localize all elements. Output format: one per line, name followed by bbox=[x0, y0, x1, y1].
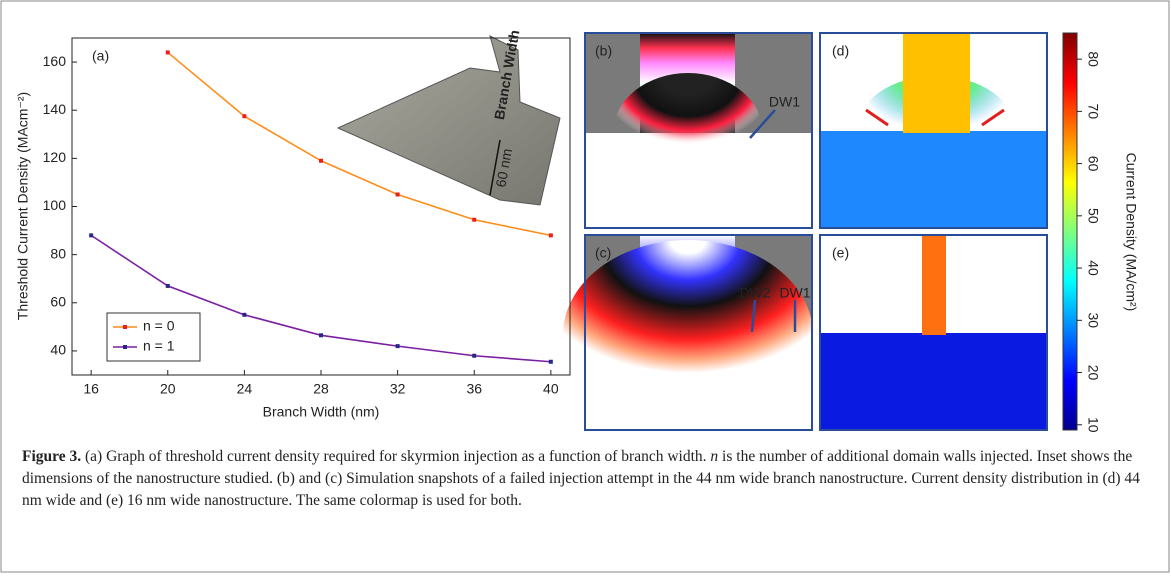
annotation: DW1 bbox=[769, 94, 800, 110]
marker bbox=[548, 233, 553, 238]
colorbar-tick-label: 30 bbox=[1085, 313, 1101, 329]
panel-d bbox=[819, 32, 1048, 229]
y-tick-label: 40 bbox=[50, 342, 66, 358]
colorbar-tick-label: 60 bbox=[1085, 156, 1101, 172]
colorbar-tick-label: 70 bbox=[1085, 104, 1101, 120]
marker bbox=[165, 50, 170, 55]
y-tick-label: 100 bbox=[43, 197, 67, 213]
marker bbox=[395, 192, 400, 197]
y-tick-label: 80 bbox=[50, 245, 66, 261]
panel-b bbox=[584, 32, 813, 229]
caption-text: (a) Graph of threshold current density r… bbox=[85, 448, 711, 465]
marker bbox=[472, 217, 477, 222]
colorbar bbox=[1062, 32, 1078, 431]
legend-label: n = 0 bbox=[143, 318, 175, 334]
x-tick-label: 32 bbox=[390, 381, 406, 397]
inset: 60 nm Branch Width bbox=[336, 29, 561, 206]
y-axis-label: Threshold Current Density (MAcm⁻²) bbox=[15, 92, 31, 320]
legend-marker bbox=[123, 325, 127, 329]
x-tick-label: 36 bbox=[466, 381, 482, 397]
panel-label: (e) bbox=[832, 245, 849, 261]
series-line bbox=[167, 51, 552, 237]
marker bbox=[319, 158, 323, 163]
marker bbox=[242, 312, 247, 317]
inset-label: 60 nm bbox=[492, 147, 515, 188]
x-tick-label: 20 bbox=[160, 381, 176, 397]
y-tick-label: 160 bbox=[43, 53, 67, 69]
marker bbox=[165, 283, 170, 288]
caption-text: is the number of additional domain walls… bbox=[22, 448, 1140, 509]
annotation: DW1 bbox=[779, 285, 810, 301]
y-tick-label: 60 bbox=[50, 293, 66, 309]
legend-label: n = 1 bbox=[143, 338, 175, 354]
colorbar-tick-label: 10 bbox=[1085, 417, 1101, 433]
panel-label: (d) bbox=[832, 43, 849, 59]
panel-label: (a) bbox=[92, 48, 109, 64]
caption: Figure 3. (a) Graph of threshold current… bbox=[22, 446, 1147, 512]
colorbar-tick-label: 40 bbox=[1085, 260, 1101, 276]
x-axis-label: Branch Width (nm) bbox=[263, 404, 380, 420]
marker bbox=[548, 359, 553, 364]
marker bbox=[242, 114, 247, 119]
panel-label: (b) bbox=[595, 43, 612, 59]
panel-c bbox=[563, 234, 813, 431]
x-tick-label: 40 bbox=[543, 381, 559, 397]
x-tick-label: 16 bbox=[83, 381, 99, 397]
x-tick-label: 28 bbox=[313, 381, 329, 397]
caption-text: n bbox=[710, 448, 719, 465]
colorbar-tick-label: 20 bbox=[1085, 365, 1101, 381]
y-tick-label: 120 bbox=[43, 149, 67, 165]
marker bbox=[89, 233, 94, 238]
x-tick-label: 24 bbox=[237, 381, 253, 397]
panel-e bbox=[819, 234, 1048, 431]
marker bbox=[472, 353, 477, 358]
annotation: DW2 bbox=[739, 285, 770, 301]
marker bbox=[395, 344, 400, 349]
colorbar-label: Current Density (MA/cm²) bbox=[1123, 153, 1139, 312]
colorbar-tick-label: 80 bbox=[1085, 51, 1101, 67]
panel-label: (c) bbox=[595, 245, 611, 261]
legend-marker bbox=[123, 345, 127, 349]
legend-box bbox=[106, 312, 201, 362]
caption-label: Figure 3. bbox=[22, 448, 82, 465]
marker bbox=[319, 333, 323, 338]
colorbar-tick-label: 50 bbox=[1085, 208, 1101, 224]
y-tick-label: 140 bbox=[43, 101, 67, 117]
